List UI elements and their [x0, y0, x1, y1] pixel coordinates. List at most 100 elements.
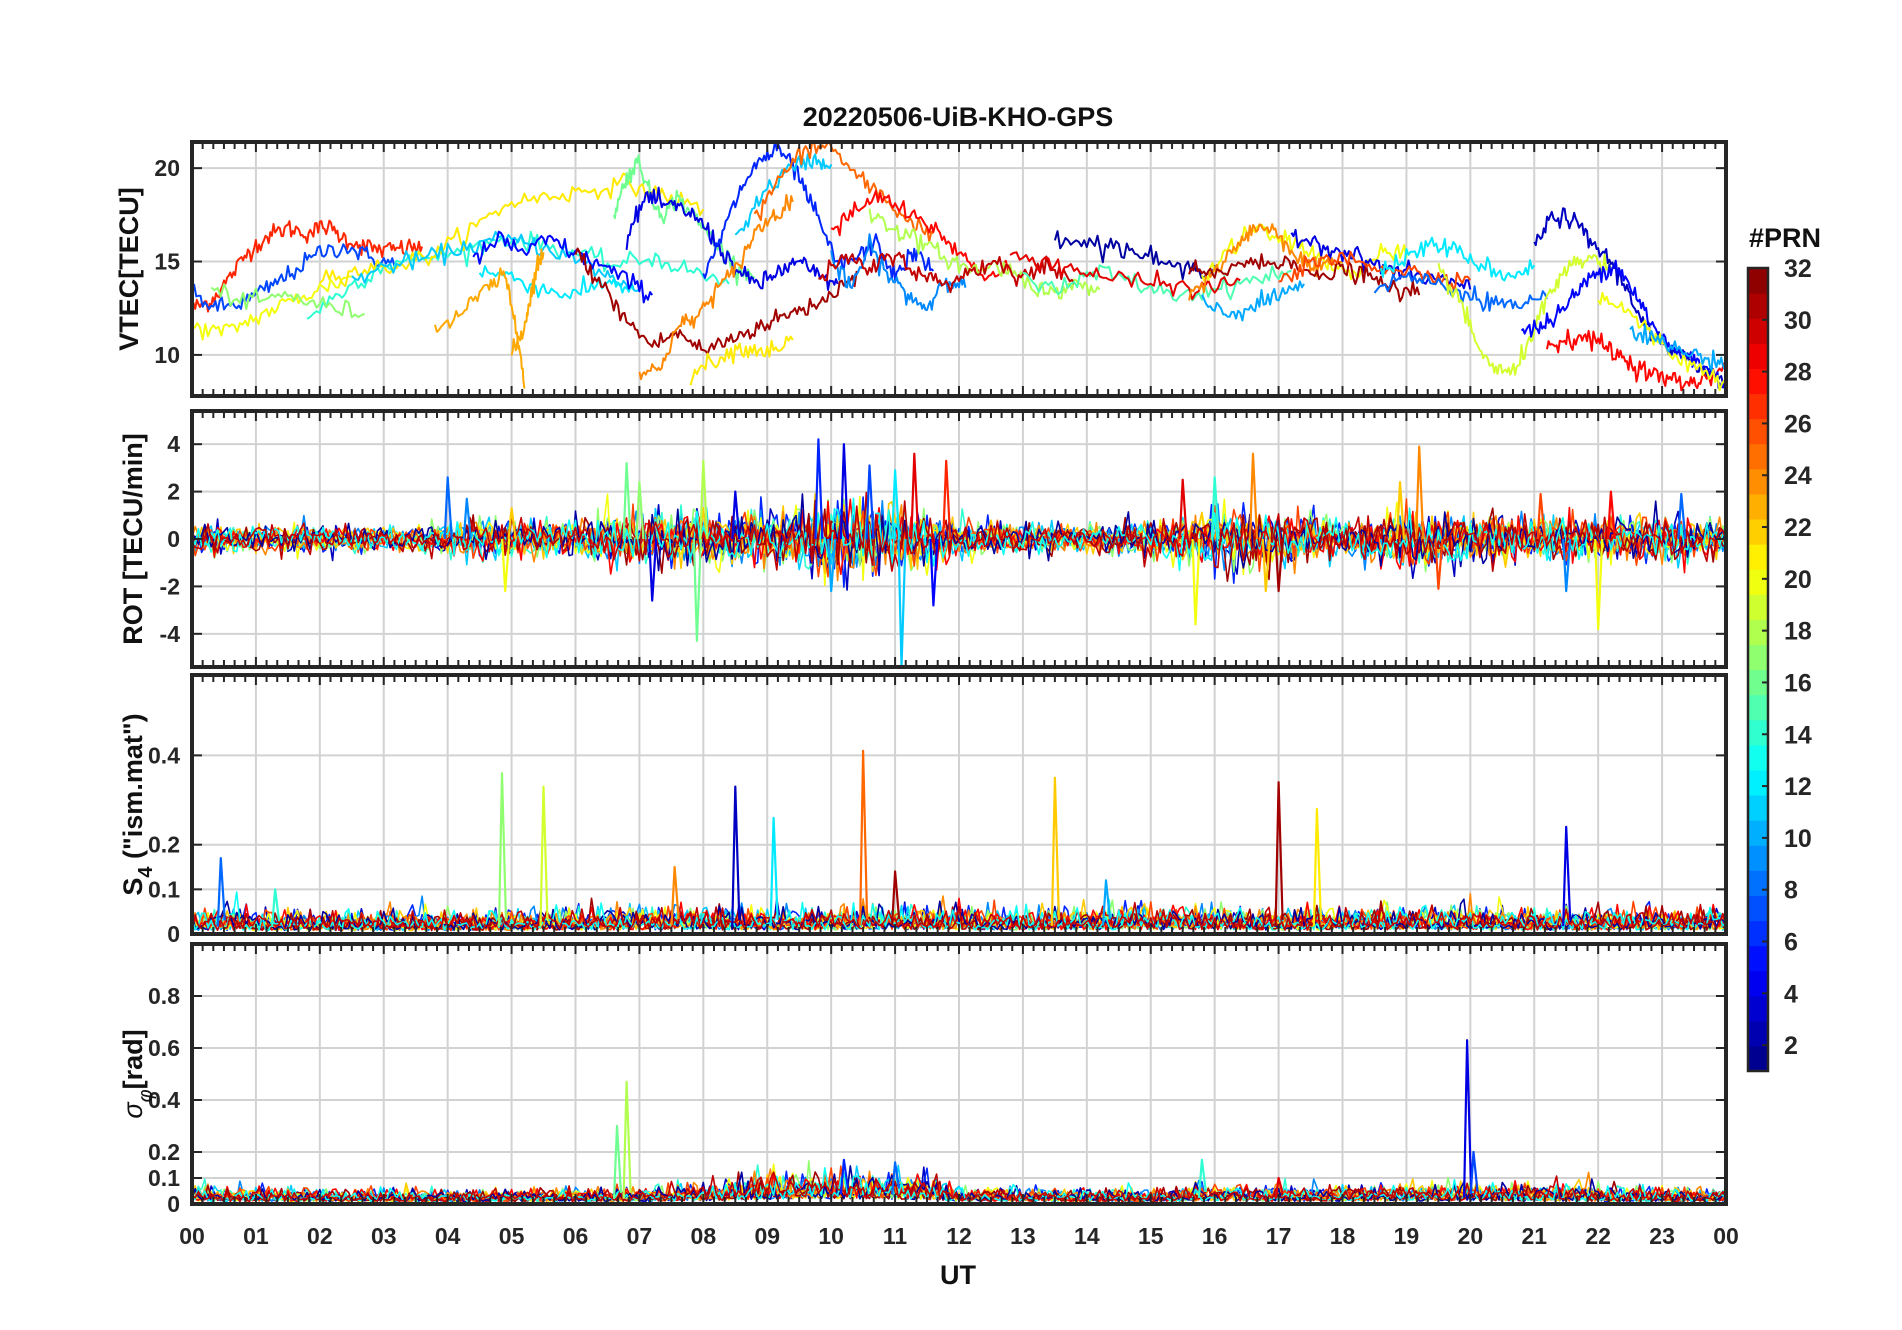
colorbar-frame [1746, 266, 1770, 1073]
s4-spike [539, 785, 549, 927]
axes-frame-vtec [190, 140, 1728, 398]
axes-frame-sigma [190, 942, 1728, 1206]
rot-spike [501, 538, 511, 593]
colorbar-tick-label: 12 [1784, 773, 1812, 801]
y-tick-label: 0.2 [148, 832, 180, 858]
rot-spike [1562, 538, 1572, 593]
x-tick-label: 21 [1521, 1223, 1547, 1249]
colorbar-segment [1748, 870, 1768, 896]
rot-spike [692, 538, 702, 642]
colorbar-segment [1748, 1020, 1768, 1047]
vtec-trace-prn-26 [1278, 250, 1472, 294]
rot-spike [1274, 538, 1284, 593]
x-tick-label: 01 [243, 1223, 269, 1249]
y-tick-label: 2 [167, 479, 180, 505]
colorbar-segment [1748, 493, 1768, 520]
rot-spike [1178, 478, 1188, 540]
rot-trace-prn-24 [192, 503, 1726, 582]
vtec-trace-prn-4 [625, 186, 839, 291]
rot-spike [699, 459, 709, 540]
y-axis-label: S4 ("ism.mat") [118, 713, 157, 895]
colorbar-segment [1748, 518, 1768, 545]
x-tick-label: 05 [499, 1223, 525, 1249]
rot-spike [1434, 538, 1444, 590]
rot-spike [1606, 490, 1616, 540]
rot-spike [1191, 538, 1201, 626]
colorbar-tick-label: 28 [1784, 359, 1812, 387]
vtec-trace-prn-17 [210, 283, 366, 319]
x-tick-labels: 00 01 02 03 04 05 06 07 08 09 10 11 12 13 14 15 16 17 18 19… [179, 1223, 1739, 1249]
rot-spike [1248, 452, 1259, 540]
grid-sigma [191, 944, 1727, 1205]
colorbar-segment [1748, 318, 1768, 344]
colorbar-segment [1748, 343, 1768, 369]
x-tick-label: 15 [1138, 1223, 1164, 1249]
vtec-trace-prn-31 [574, 247, 858, 355]
colorbar-segment [1748, 995, 1768, 1022]
rot-spike [814, 438, 824, 540]
s4-spike [216, 857, 226, 927]
y-axis-label: ROT [TECU/min] [118, 433, 148, 644]
vtec-trace-prn-23 [433, 267, 526, 389]
colorbar-segment [1748, 920, 1768, 947]
x-tick-label: 00 [179, 1223, 205, 1249]
rot-spike [648, 538, 658, 602]
rot-trace-prn-30 [192, 491, 1726, 572]
y-tick-label: 0.1 [148, 1165, 180, 1191]
vtec-trace-prn-27 [192, 219, 424, 313]
grid-s4 [191, 675, 1727, 935]
x-tick-label: 04 [435, 1223, 461, 1249]
s4-spike [1050, 776, 1060, 926]
x-tick-label: 10 [818, 1223, 844, 1249]
s4-spike [670, 865, 680, 926]
colorbar-segment [1748, 845, 1768, 871]
y-tick-label: 0 [167, 1191, 180, 1217]
series-group-rot [192, 438, 1726, 667]
colorbar-segment [1748, 794, 1768, 821]
x-tick-label: 23 [1649, 1223, 1675, 1249]
vtec-trace-prn-30 [818, 251, 1075, 294]
y-axis-label: VTEC[TECU] [114, 187, 144, 351]
x-tick-label: 13 [1010, 1223, 1036, 1249]
y-axis-label: σφ[rad] [118, 1029, 157, 1118]
colorbar-tick-label: 8 [1784, 877, 1798, 905]
rot-spike [910, 452, 920, 540]
x-tick-label: 20 [1458, 1223, 1484, 1249]
colorbar-tick-label: 24 [1784, 462, 1812, 490]
s4-spike [1274, 781, 1284, 927]
x-tick-label: 08 [691, 1223, 717, 1249]
sigma-spike [612, 1124, 623, 1199]
rot-spike [507, 507, 517, 540]
vtec-trace-prn-5 [1520, 259, 1726, 390]
sigma-spike [1463, 1039, 1473, 1198]
colorbar-segment [1748, 945, 1768, 972]
y-tick-label: 0.4 [148, 742, 180, 768]
colorbar-segment [1748, 468, 1768, 495]
colorbar-segment [1748, 719, 1768, 746]
vtec-trace-prn-9 [830, 233, 967, 311]
vtec-trace-prn-11 [734, 153, 833, 236]
vtec-trace-prn-28 [1546, 328, 1726, 392]
rot-spike [462, 497, 472, 540]
colorbar-tick-label: 6 [1784, 928, 1798, 956]
y-tick-label: 0 [167, 921, 180, 947]
rot-spike [929, 538, 939, 607]
rot-trace-prn-26 [192, 498, 1726, 578]
vtec-trace-prn-8 [1373, 271, 1548, 312]
sigma-phi-panel: 00.10.2 0.4 0.6 0.8 σφ[rad] [118, 942, 1728, 1217]
vtec-trace-prn-10 [1201, 280, 1305, 322]
vtec-trace-prn-19 [1437, 253, 1612, 376]
rot-trace-prn-20 [192, 493, 1726, 587]
colorbar-segment [1748, 293, 1768, 319]
x-tick-label: 14 [1074, 1223, 1100, 1249]
s4-spike [1562, 825, 1572, 927]
vtec-trace-prn-20 [192, 275, 352, 341]
colorbar-segment [1748, 619, 1768, 646]
colorbar-segment [1748, 769, 1768, 796]
rot-spike [443, 476, 453, 540]
x-tick-label: 18 [1330, 1223, 1356, 1249]
colorbar-segment [1748, 393, 1768, 420]
x-tick-label: 07 [627, 1223, 653, 1249]
